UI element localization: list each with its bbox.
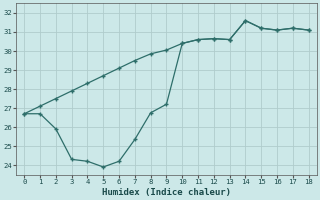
X-axis label: Humidex (Indice chaleur): Humidex (Indice chaleur) xyxy=(102,188,231,197)
